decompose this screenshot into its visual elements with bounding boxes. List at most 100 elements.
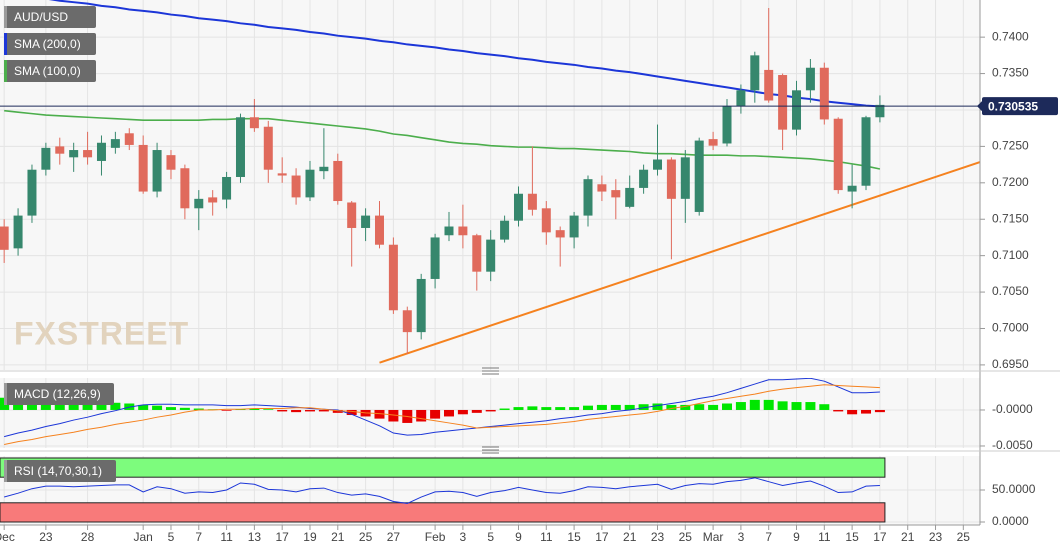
- candle-body: [500, 220, 510, 240]
- macd-histogram-bar: [624, 404, 635, 410]
- macd-histogram-bar: [471, 409, 482, 413]
- macd-histogram-bar: [638, 404, 649, 410]
- candle-body: [55, 146, 65, 154]
- candle-body: [124, 133, 134, 145]
- x-tick-label: Jan: [133, 530, 152, 544]
- x-tick-label: Dec: [0, 530, 15, 544]
- macd-layer: [0, 378, 885, 446]
- watermark: FXSTREET: [14, 315, 189, 351]
- panel-title: RSI (14,70,30,1): [14, 464, 102, 478]
- candle-body: [833, 118, 843, 191]
- candle-body: [83, 150, 93, 158]
- candle-body: [569, 215, 579, 238]
- candle-body: [27, 169, 37, 216]
- main-plot-bg: [0, 0, 980, 370]
- candle-body: [736, 90, 746, 107]
- candle-body: [430, 237, 440, 279]
- candle-body: [208, 197, 218, 203]
- x-tick-label: 5: [487, 530, 494, 544]
- macd-histogram-bar: [291, 409, 302, 413]
- rsi-line: [4, 477, 880, 504]
- macd-histogram-bar: [596, 404, 607, 410]
- macd-histogram-bar: [749, 399, 760, 410]
- y-tick-label: 0.6950: [992, 357, 1029, 371]
- x-tick-label: 25: [359, 530, 373, 544]
- sma-line: [48, 0, 880, 108]
- candle-body: [625, 187, 635, 207]
- x-tick-label: 15: [845, 530, 859, 544]
- macd-histogram-bar: [96, 401, 107, 410]
- candle-body: [152, 150, 162, 192]
- candle-body: [13, 215, 23, 249]
- x-tick-label: 17: [595, 530, 609, 544]
- panel-title-box: [4, 383, 114, 405]
- candle-body: [305, 169, 315, 198]
- macd-histogram-bar: [193, 408, 204, 410]
- macd-histogram-bar: [527, 406, 538, 410]
- candle-body: [555, 230, 565, 238]
- macd-histogram-bar: [541, 407, 552, 410]
- legend-box: [4, 6, 96, 28]
- x-tick-label: Feb: [425, 530, 446, 544]
- candle-body: [611, 190, 621, 198]
- x-tick-label: 21: [331, 530, 345, 544]
- macd-histogram-bar: [457, 409, 468, 415]
- candle-body: [249, 117, 259, 129]
- x-tick-label: 9: [515, 530, 522, 544]
- candle-body: [388, 244, 398, 311]
- candle-body: [583, 179, 593, 216]
- macd-histogram-bar: [263, 409, 274, 410]
- panel-title: MACD (12,26,9): [14, 387, 101, 401]
- legend-box: [4, 60, 96, 82]
- x-tick-label: 17: [873, 530, 887, 544]
- macd-histogram-bar: [805, 402, 816, 410]
- y-tick-label: 0.7250: [992, 139, 1029, 153]
- rsi-band: [0, 502, 886, 523]
- x-tick-label: 28: [81, 530, 95, 544]
- macd-histogram-bar: [777, 401, 788, 410]
- rsi-band: [0, 457, 886, 478]
- y-tick-label: 0.7150: [992, 211, 1029, 225]
- macd-histogram-bar: [610, 404, 621, 410]
- main-layer: [0, 0, 980, 364]
- x-tick-label: 23: [929, 530, 943, 544]
- candle-body: [653, 159, 663, 170]
- x-tick-label: 23: [39, 530, 53, 544]
- macd-histogram-bar: [833, 409, 844, 412]
- last-price-arrow: [977, 101, 982, 112]
- candle-body: [96, 142, 106, 161]
- macd-histogram-bar: [499, 408, 510, 410]
- macd-histogram-bar: [819, 404, 830, 410]
- candle-body: [764, 69, 774, 101]
- x-tick-label: 7: [765, 530, 772, 544]
- y-tick-label: -0.0050: [992, 438, 1033, 452]
- candle-body: [194, 198, 204, 209]
- macd-histogram-bar: [110, 402, 121, 410]
- candle-body: [416, 278, 426, 333]
- macd-histogram-bar: [304, 409, 315, 412]
- macd-histogram-bar: [583, 405, 593, 410]
- macd-histogram-bar: [666, 404, 677, 410]
- candle-body: [597, 184, 607, 192]
- candle-body: [513, 193, 523, 221]
- legend-label: SMA (200,0): [14, 37, 81, 51]
- macd-histogram-bar: [430, 409, 441, 419]
- x-tick-label: 11: [220, 530, 233, 544]
- candle-body: [472, 235, 482, 272]
- label-layer: 0.6950 0.7000 0.7050 0.7100 0.7150 0.7200 0.72…: [0, 6, 1058, 544]
- sma-line: [4, 109, 881, 170]
- macd-histogram-bar: [374, 409, 385, 419]
- x-tick-label: 15: [567, 530, 581, 544]
- candle-body: [374, 215, 384, 245]
- macd-histogram-bar: [555, 407, 566, 410]
- candle-body: [722, 106, 732, 144]
- macd-histogram-bar: [485, 409, 496, 412]
- candle-body: [166, 155, 176, 170]
- macd-histogram-bar: [722, 403, 733, 410]
- macd-histogram-bar: [569, 407, 580, 410]
- x-tick-label: 3: [460, 530, 467, 544]
- x-tick-label: 21: [623, 530, 637, 544]
- last-price-label: 0.730535: [988, 99, 1038, 113]
- legend-label: AUD/USD: [14, 10, 68, 24]
